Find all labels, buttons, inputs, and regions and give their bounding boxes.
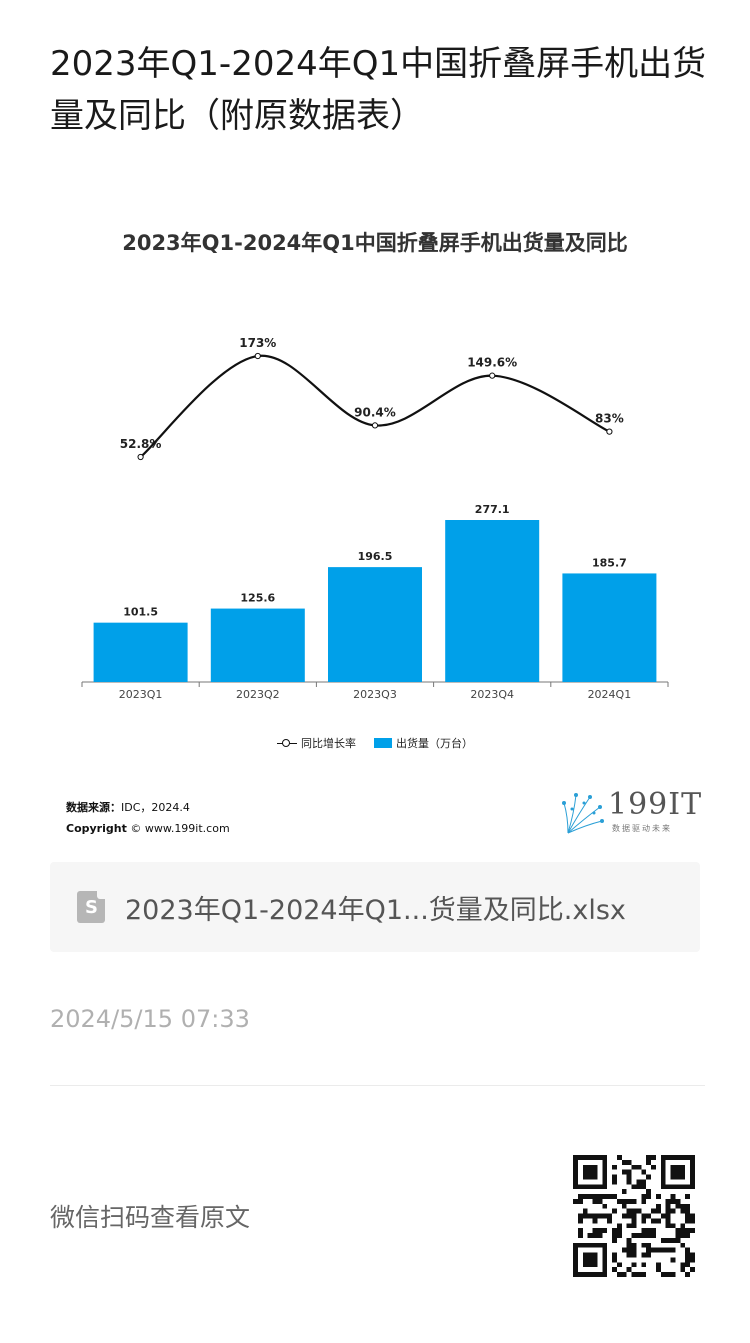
growth-label: 173%	[239, 336, 276, 350]
logo-subtext: 数据驱动未来	[612, 824, 672, 833]
legend-item-shipment: 出货量（万台）	[374, 735, 473, 751]
spreadsheet-file-icon: S	[77, 891, 105, 923]
bar-label: 185.7	[592, 556, 627, 569]
bar-2023Q1	[93, 622, 188, 682]
legend-item-growth: 同比增长率	[277, 735, 356, 751]
growth-point	[606, 428, 613, 435]
category-label: 2023Q3	[353, 688, 397, 701]
qr-modules	[573, 1155, 695, 1277]
growth-label: 90.4%	[354, 405, 396, 419]
category-label: 2023Q2	[236, 688, 280, 701]
qr-code-icon[interactable]	[573, 1155, 695, 1277]
legend-label-growth: 同比增长率	[301, 737, 356, 750]
chart-image[interactable]: 2023年Q1-2024年Q1中国折叠屏手机出货量及同比 101.5 2023Q1…	[50, 205, 701, 845]
growth-label: 83%	[595, 412, 624, 426]
shipment-chart: 101.5 2023Q1 125.6 2023Q2 196.5 2023Q3 277.1 20…	[81, 336, 669, 701]
publish-timestamp: 2024/5/15 07:33	[50, 1005, 250, 1033]
category-label: 2023Q1	[119, 688, 163, 701]
bar-label: 101.5	[123, 606, 158, 619]
bar-label: 277.1	[475, 503, 510, 516]
copyright-value: © www.199it.com	[126, 822, 230, 835]
growth-point	[489, 372, 496, 379]
legend-line-icon	[277, 738, 297, 748]
chart-legend: 同比增长率 出货量（万台）	[50, 735, 700, 751]
chart-title: 2023年Q1-2024年Q1中国折叠屏手机出货量及同比	[122, 231, 628, 255]
growth-label: 52.8%	[120, 437, 162, 451]
growth-point	[371, 422, 379, 429]
bar-2023Q3	[328, 567, 422, 682]
bar-label: 125.6	[240, 592, 275, 605]
article-title: 2023年Q1-2024年Q1中国折叠屏手机出货量及同比（附原数据表）	[50, 44, 707, 136]
source-value: IDC，2024.4	[121, 801, 190, 814]
logo-text: 199IT	[608, 787, 703, 822]
qr-caption: 微信扫码查看原文	[50, 1203, 251, 1232]
bar-2023Q4	[445, 520, 540, 682]
attachment-file-name: 2023年Q1-2024年Q1...货量及同比.xlsx	[125, 895, 626, 926]
growth-point	[254, 352, 261, 360]
category-label: 2023Q4	[470, 688, 514, 701]
divider	[50, 1085, 705, 1086]
category-label: 2024Q1	[588, 688, 632, 701]
growth-label: 149.6%	[467, 356, 517, 370]
copyright-label: Copyright	[66, 822, 127, 835]
source-label: 数据来源：	[66, 801, 121, 814]
bar-2023Q2	[210, 608, 305, 682]
attachment-card[interactable]: S 2023年Q1-2024年Q1...货量及同比.xlsx	[50, 862, 700, 952]
brand-logo: 199IT 数据驱动未来	[560, 787, 701, 837]
legend-label-shipment: 出货量（万台）	[396, 737, 473, 750]
chart-source: 数据来源：IDC，2024.4 Copyright © www.199it.co…	[66, 797, 230, 839]
bar-label: 196.5	[358, 550, 393, 563]
dandelion-logo-icon	[562, 793, 604, 834]
growth-point	[137, 453, 144, 461]
file-icon-letter: S	[85, 897, 98, 918]
legend-bar-icon	[374, 738, 392, 748]
bar-2024Q1	[562, 573, 657, 682]
